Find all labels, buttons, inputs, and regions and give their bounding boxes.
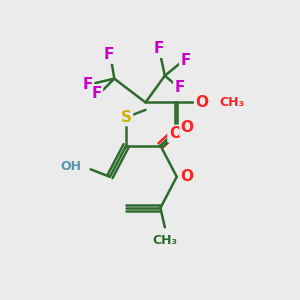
Text: O: O xyxy=(196,95,208,110)
Text: F: F xyxy=(103,47,114,62)
Text: OH: OH xyxy=(61,160,82,173)
Text: F: F xyxy=(91,86,102,101)
Text: O: O xyxy=(169,126,182,141)
Text: F: F xyxy=(175,80,185,95)
Text: F: F xyxy=(181,53,191,68)
Text: F: F xyxy=(154,41,164,56)
Text: O: O xyxy=(181,169,194,184)
Text: S: S xyxy=(121,110,132,125)
Text: F: F xyxy=(82,77,93,92)
Text: CH₃: CH₃ xyxy=(220,96,245,109)
Text: CH₃: CH₃ xyxy=(152,234,177,247)
Text: O: O xyxy=(181,120,194,135)
